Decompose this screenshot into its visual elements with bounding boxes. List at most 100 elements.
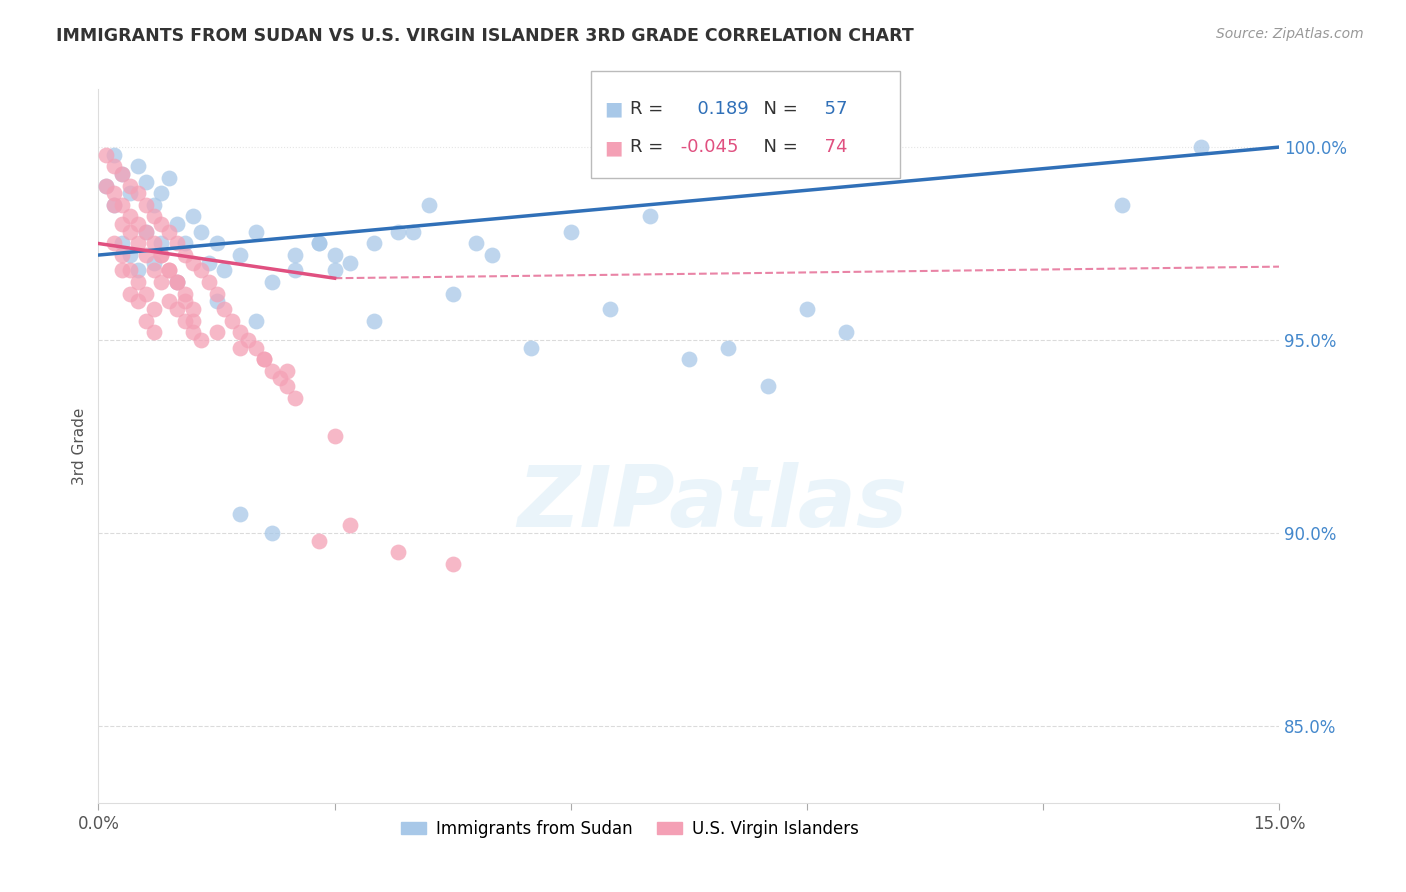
Point <box>678 352 700 367</box>
Point <box>481 248 503 262</box>
Text: N =: N = <box>752 100 799 118</box>
Point <box>135 225 157 239</box>
Point <box>323 429 346 443</box>
Point <box>308 533 330 548</box>
Point <box>284 263 307 277</box>
Point <box>756 379 779 393</box>
Point <box>111 167 134 181</box>
Point <box>135 248 157 262</box>
Point <box>103 159 125 173</box>
Point <box>229 341 252 355</box>
Point <box>150 236 173 251</box>
Point <box>638 210 661 224</box>
Point <box>253 352 276 367</box>
Text: IMMIGRANTS FROM SUDAN VS U.S. VIRGIN ISLANDER 3RD GRADE CORRELATION CHART: IMMIGRANTS FROM SUDAN VS U.S. VIRGIN ISL… <box>56 27 914 45</box>
Point <box>103 236 125 251</box>
Point <box>245 225 267 239</box>
Point <box>260 525 283 540</box>
Point <box>402 225 425 239</box>
Point <box>229 507 252 521</box>
Point <box>174 236 197 251</box>
Point <box>308 236 330 251</box>
Point <box>127 236 149 251</box>
Point <box>142 256 165 270</box>
Point <box>118 210 141 224</box>
Point <box>157 294 180 309</box>
Y-axis label: 3rd Grade: 3rd Grade <box>72 408 87 484</box>
Point <box>205 286 228 301</box>
Point <box>323 248 346 262</box>
Point <box>150 248 173 262</box>
Point <box>142 210 165 224</box>
Point <box>174 294 197 309</box>
Point <box>174 248 197 262</box>
Text: ■: ■ <box>605 100 623 119</box>
Point <box>127 294 149 309</box>
Point <box>166 275 188 289</box>
Point <box>157 225 180 239</box>
Point <box>205 325 228 339</box>
Point <box>150 248 173 262</box>
Point <box>166 236 188 251</box>
Point <box>118 263 141 277</box>
Point <box>142 301 165 316</box>
Point <box>190 263 212 277</box>
Point <box>118 225 141 239</box>
Text: ■: ■ <box>605 138 623 157</box>
Point <box>214 263 236 277</box>
Point <box>181 301 204 316</box>
Point <box>284 391 307 405</box>
Point <box>796 301 818 316</box>
Point <box>142 198 165 212</box>
Point <box>181 325 204 339</box>
Point <box>111 198 134 212</box>
Point <box>520 341 543 355</box>
Point <box>260 275 283 289</box>
Point <box>118 286 141 301</box>
Text: 74: 74 <box>813 138 848 156</box>
Point <box>103 148 125 162</box>
Point <box>197 256 219 270</box>
Point <box>245 341 267 355</box>
Point <box>174 313 197 327</box>
Text: 0.189: 0.189 <box>686 100 749 118</box>
Point <box>103 198 125 212</box>
Point <box>260 364 283 378</box>
Point <box>441 557 464 571</box>
Point <box>229 325 252 339</box>
Point <box>166 275 188 289</box>
Point <box>135 198 157 212</box>
Text: N =: N = <box>752 138 799 156</box>
Point <box>142 325 165 339</box>
Point <box>181 256 204 270</box>
Text: -0.045: -0.045 <box>675 138 738 156</box>
Point <box>118 186 141 201</box>
Point <box>387 545 409 559</box>
Point <box>418 198 440 212</box>
Point <box>269 371 291 385</box>
Point <box>276 379 298 393</box>
Point <box>118 178 141 193</box>
Text: ZIPatlas: ZIPatlas <box>517 461 908 545</box>
Point <box>157 170 180 185</box>
Point <box>245 313 267 327</box>
Text: 57: 57 <box>813 100 848 118</box>
Point <box>142 236 165 251</box>
Point <box>103 186 125 201</box>
Point <box>221 313 243 327</box>
Point <box>118 248 141 262</box>
Point <box>166 301 188 316</box>
Point <box>717 341 740 355</box>
Point <box>465 236 488 251</box>
Point <box>323 263 346 277</box>
Point <box>150 217 173 231</box>
Point <box>190 333 212 347</box>
Text: R =: R = <box>630 138 664 156</box>
Text: R =: R = <box>630 100 664 118</box>
Point <box>363 313 385 327</box>
Point <box>157 263 180 277</box>
Point <box>284 248 307 262</box>
Point <box>441 286 464 301</box>
Point <box>96 148 118 162</box>
Point <box>135 286 157 301</box>
